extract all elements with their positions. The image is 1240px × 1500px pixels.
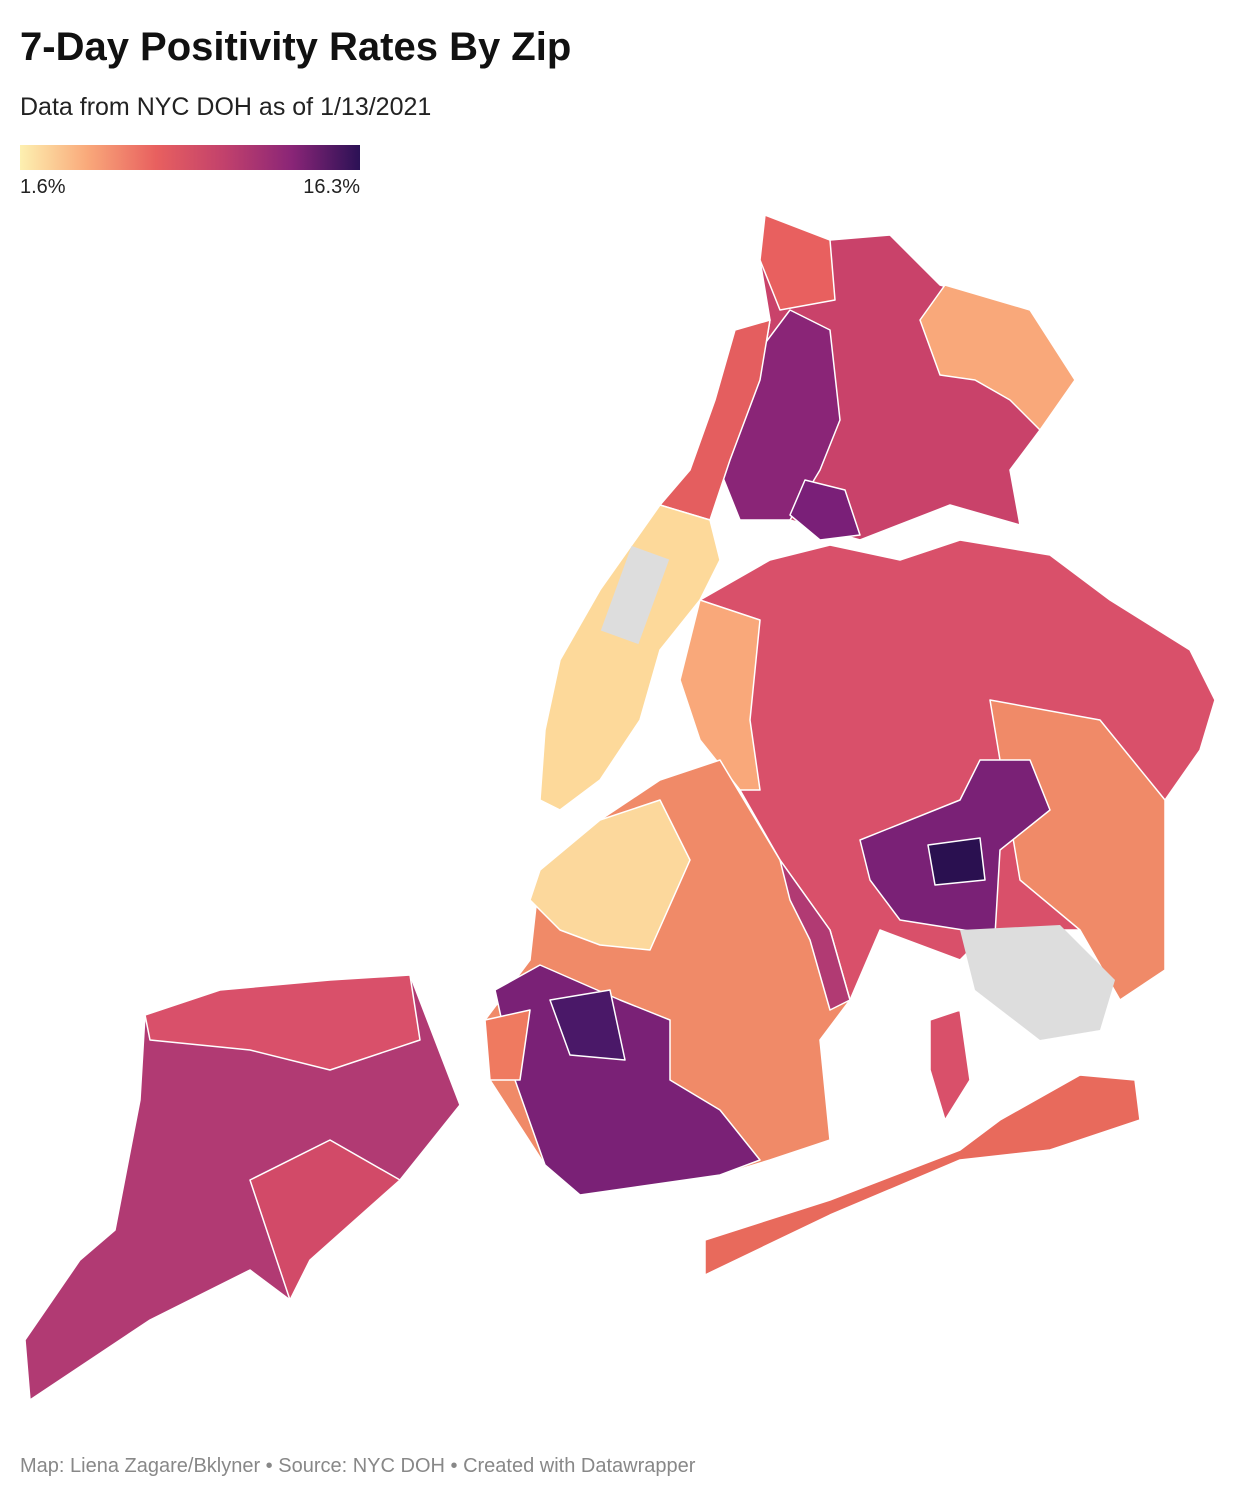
bronx-west xyxy=(759,214,836,311)
title: 7-Day Positivity Rates By Zip xyxy=(20,25,571,69)
staten-north xyxy=(144,974,421,1071)
broad-channel xyxy=(929,1009,971,1121)
park xyxy=(600,545,670,645)
brooklyn-east xyxy=(779,859,851,1011)
brooklyn-north xyxy=(529,799,691,951)
brooklyn-southwest xyxy=(484,1009,531,1081)
staten-east xyxy=(249,1139,401,1301)
legend-gradient xyxy=(20,145,360,170)
rockaways xyxy=(704,1074,1141,1276)
footer: Map: Liena Zagare/Bklyner • Source: NYC … xyxy=(20,1455,696,1477)
queens-west xyxy=(679,599,761,791)
queens-darkest xyxy=(927,837,986,886)
manhattan-south xyxy=(539,504,721,811)
legend-ticks: 1.6% 16.3% xyxy=(20,176,360,198)
legend-tick-label: 1.6% xyxy=(20,176,66,198)
brooklyn-dark xyxy=(549,989,626,1061)
legend-tick-label: 16.3% xyxy=(303,176,360,198)
bronx-dark xyxy=(789,479,861,541)
subtitle: Data from NYC DOH as of 1/13/2021 xyxy=(20,93,431,121)
bronx-east xyxy=(919,284,1076,431)
map xyxy=(24,214,1216,1401)
airport xyxy=(960,925,1115,1040)
